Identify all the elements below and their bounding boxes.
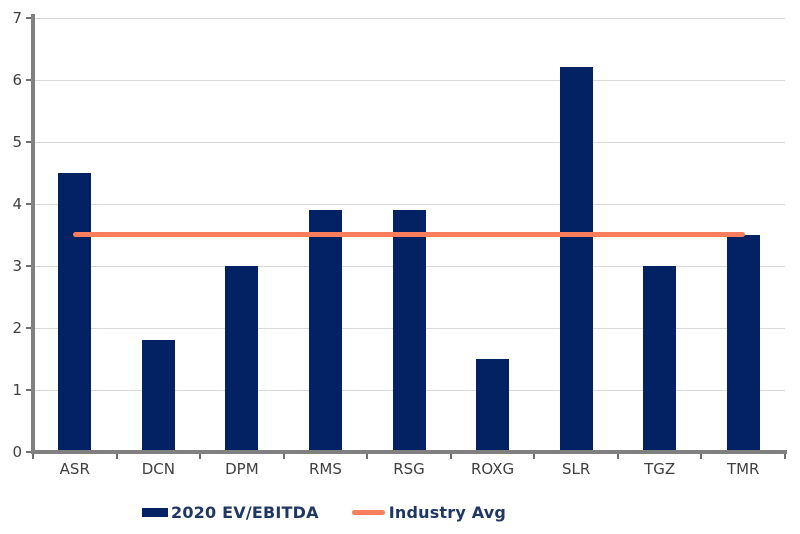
bar-SLR (559, 67, 593, 450)
legend-item-ev-ebitda: 2020 EV/EBITDA (142, 503, 319, 522)
y-axis-label-1: 1 (12, 381, 22, 399)
x-tick-9 (784, 454, 786, 459)
bar-TMR (726, 234, 760, 450)
bar-ASR (58, 172, 92, 450)
legend-label-ev-ebitda: 2020 EV/EBITDA (171, 503, 319, 522)
y-axis-label-6: 6 (12, 71, 22, 89)
bar-RMS (308, 209, 342, 450)
line-series-swatch (351, 510, 385, 515)
x-tick-3 (282, 454, 285, 459)
legend-label-industry-avg: Industry Avg (388, 503, 507, 522)
x-tick-4 (366, 454, 369, 459)
y-tick-6 (26, 79, 31, 81)
x-axis-label-RSG: RSG (393, 460, 425, 478)
y-tick-3 (26, 265, 31, 267)
bar-TGZ (643, 265, 677, 450)
x-axis-label-TGZ: TGZ (644, 460, 676, 478)
x-axis-label-ASR: ASR (59, 460, 90, 478)
industry-avg-line (72, 232, 746, 238)
y-tick-5 (26, 141, 31, 143)
y-axis-label-0: 0 (12, 443, 22, 461)
y-axis-label-2: 2 (12, 319, 22, 337)
x-tick-7 (616, 454, 619, 459)
bar-series-swatch (142, 508, 168, 517)
y-tick-7 (26, 17, 31, 19)
x-tick-1 (115, 454, 118, 459)
x-axis-label-TMR: TMR (726, 460, 760, 478)
x-tick-2 (199, 454, 202, 459)
gridline-y-7 (35, 18, 785, 19)
x-axis-label-RMS: RMS (308, 460, 342, 478)
x-tick-8 (700, 454, 703, 459)
x-axis (31, 450, 787, 454)
bar-DCN (141, 340, 175, 450)
bar-RSG (392, 209, 426, 450)
y-axis-label-5: 5 (12, 133, 22, 151)
x-axis-label-DCN: DCN (141, 460, 175, 478)
gridline-y-6 (35, 80, 785, 81)
gridline-y-4 (35, 204, 785, 205)
x-tick-5 (449, 454, 452, 459)
y-tick-2 (26, 327, 31, 329)
y-tick-0 (26, 451, 31, 453)
y-tick-4 (26, 203, 31, 205)
legend-item-industry-avg: Industry Avg (351, 503, 507, 522)
x-axis-label-DPM: DPM (225, 460, 259, 478)
x-tick-0 (32, 454, 34, 459)
bar-ROXG (476, 358, 510, 450)
y-tick-1 (26, 389, 31, 391)
x-tick-6 (533, 454, 536, 459)
x-axis-label-ROXG: ROXG (470, 460, 515, 478)
x-axis-label-SLR: SLR (561, 460, 591, 478)
y-axis (31, 14, 35, 454)
y-axis-label-4: 4 (12, 195, 22, 213)
bar-DPM (225, 265, 259, 450)
gridline-y-5 (35, 142, 785, 143)
y-axis-label-3: 3 (12, 257, 22, 275)
legend: 2020 EV/EBITDA Industry Avg (142, 503, 506, 522)
y-axis-label-7: 7 (12, 9, 22, 27)
